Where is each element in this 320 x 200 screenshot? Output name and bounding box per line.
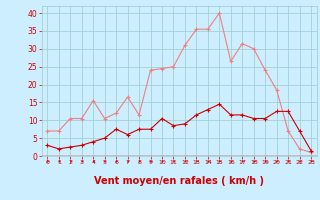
X-axis label: Vent moyen/en rafales ( km/h ): Vent moyen/en rafales ( km/h )	[94, 176, 264, 186]
